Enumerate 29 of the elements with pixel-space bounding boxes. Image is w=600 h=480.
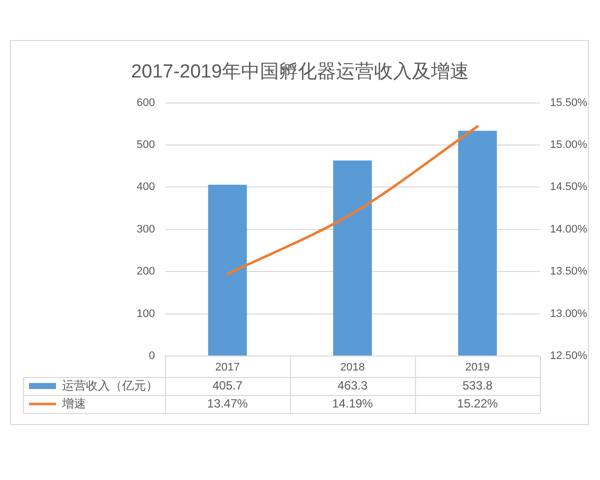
x-tick-label: 2019 (465, 362, 490, 374)
y2-tick-label: 13.50% (550, 266, 588, 278)
y-tick-label: 600 (136, 96, 155, 109)
y2-tick-label: 13.00% (550, 308, 588, 320)
legend-label: 运营收入（亿元） (62, 378, 158, 392)
bar (208, 184, 247, 356)
y-tick-label: 0 (148, 350, 155, 362)
data-label: 15.22% (457, 396, 498, 410)
y-tick-label: 500 (136, 139, 155, 152)
x-tick-label: 2018 (340, 362, 365, 374)
y-tick-label: 300 (136, 223, 155, 236)
bar (333, 160, 372, 356)
y-tick-label: 100 (136, 308, 155, 320)
data-label: 405.7 (212, 378, 243, 392)
y-tick-label: 200 (136, 266, 155, 278)
y2-tick-label: 14.00% (550, 223, 588, 236)
data-label: 13.47% (207, 396, 248, 410)
y-tick-label: 400 (136, 181, 155, 194)
bar (458, 130, 497, 356)
chart-title: 2017-2019年中国孵化器运营收入及增速 (131, 62, 469, 83)
y2-tick-label: 15.50% (550, 96, 588, 109)
legend-label: 增速 (61, 396, 86, 410)
x-tick-label: 2017 (215, 362, 240, 374)
y2-tick-label: 12.50% (550, 350, 588, 362)
data-label: 533.8 (462, 378, 493, 392)
y2-tick-label: 15.00% (550, 139, 588, 152)
data-label: 14.19% (332, 396, 374, 410)
y2-tick-label: 14.50% (550, 181, 588, 194)
data-label: 463.3 (337, 378, 368, 392)
